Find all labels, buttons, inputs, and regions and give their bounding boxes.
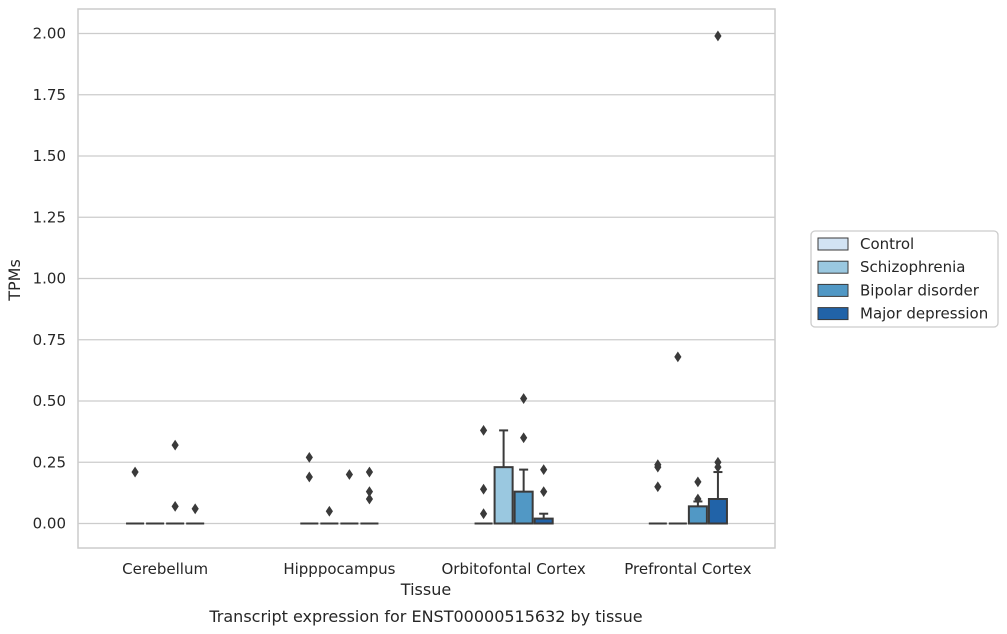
y-tick-label: 0.00 xyxy=(33,515,66,533)
legend-item: Control xyxy=(817,235,914,253)
box-body xyxy=(493,466,514,525)
outlier-point xyxy=(479,483,488,495)
box xyxy=(474,425,493,525)
outlier-point xyxy=(520,393,528,404)
x-tick-label: Cerebellum xyxy=(122,560,208,578)
legend-label: Control xyxy=(860,235,914,253)
y-tick-label: 0.25 xyxy=(33,453,66,471)
legend-swatch xyxy=(817,307,849,321)
box xyxy=(707,30,728,525)
outlier-point xyxy=(540,486,548,498)
outlier-point xyxy=(305,471,313,483)
outlier-point xyxy=(694,476,702,488)
legend-item: Bipolar disorder xyxy=(817,281,980,299)
box xyxy=(320,505,339,525)
box xyxy=(493,429,514,525)
outlier-point xyxy=(191,503,199,515)
legend-swatch xyxy=(817,283,849,297)
y-tick-label: 1.00 xyxy=(33,270,66,288)
outlier-point xyxy=(479,425,488,436)
outlier-point xyxy=(325,505,333,517)
y-tick-label: 0.50 xyxy=(33,392,66,410)
legend-item: Major depression xyxy=(817,305,988,323)
box xyxy=(360,466,379,525)
outlier-point xyxy=(520,432,528,444)
outlier-point xyxy=(365,466,374,478)
y-tick-labels: 0.00 0.25 0.50 0.75 1.00 1.25 1.50 1.75 2.00 xyxy=(33,25,66,533)
y-tick-label: 1.25 xyxy=(33,208,66,226)
x-tick-label: Orbitofontal Cortex xyxy=(442,560,586,578)
box-group xyxy=(474,393,554,525)
x-tick-labels: Cerebellum Hipppocampus Orbitofontal Corte… xyxy=(122,560,751,578)
box xyxy=(300,451,319,525)
legend-swatch xyxy=(817,260,849,274)
plot-frame xyxy=(77,8,776,549)
box-group xyxy=(648,30,728,525)
outlier-point xyxy=(345,469,353,480)
box xyxy=(648,459,667,525)
legend-frame xyxy=(810,230,999,328)
box xyxy=(533,464,554,525)
outlier-point xyxy=(171,439,179,451)
box xyxy=(340,469,359,525)
outlier-point xyxy=(131,466,139,478)
legend-swatch xyxy=(817,237,849,251)
chart-caption: Transcript expression for ENST0000051563… xyxy=(208,607,642,626)
legend-label: Schizophrenia xyxy=(860,258,965,276)
outlier-point xyxy=(365,486,374,498)
gridlines xyxy=(78,32,775,525)
y-axis-label: TPMs xyxy=(5,259,24,302)
outlier-point xyxy=(654,459,662,471)
box-group xyxy=(300,451,379,525)
box-body xyxy=(707,498,728,525)
x-tick-label: Prefrontal Cortex xyxy=(624,560,751,578)
x-axis-label: Tissue xyxy=(400,580,451,599)
legend-item: Schizophrenia xyxy=(817,258,965,276)
box xyxy=(186,503,205,525)
outlier-point xyxy=(540,464,548,475)
y-tick-label: 1.50 xyxy=(33,147,66,165)
box-body xyxy=(687,505,708,525)
box xyxy=(668,351,687,525)
outlier-point xyxy=(365,493,374,505)
outlier-point xyxy=(305,451,313,463)
outlier-point xyxy=(694,493,702,505)
box-body xyxy=(513,490,534,525)
legend-label: Major depression xyxy=(860,305,988,323)
box xyxy=(687,476,708,525)
box xyxy=(166,439,185,525)
legend-label: Bipolar disorder xyxy=(860,281,980,299)
y-tick-label: 1.75 xyxy=(33,86,66,104)
box-groups xyxy=(126,30,728,525)
box xyxy=(126,466,145,525)
box-group xyxy=(126,439,205,525)
outlier-point xyxy=(479,508,488,520)
y-tick-label: 0.75 xyxy=(33,331,66,349)
y-tick-label: 2.00 xyxy=(33,25,66,43)
outlier-point xyxy=(654,481,662,493)
outlier-point xyxy=(674,351,682,363)
x-tick-label: Hipppocampus xyxy=(283,560,395,578)
outlier-point xyxy=(714,30,722,42)
legend: Control Schizophrenia Bipolar disorder Majo… xyxy=(810,230,999,328)
box xyxy=(513,393,534,525)
outlier-point xyxy=(171,500,179,512)
outlier-point xyxy=(714,456,722,468)
